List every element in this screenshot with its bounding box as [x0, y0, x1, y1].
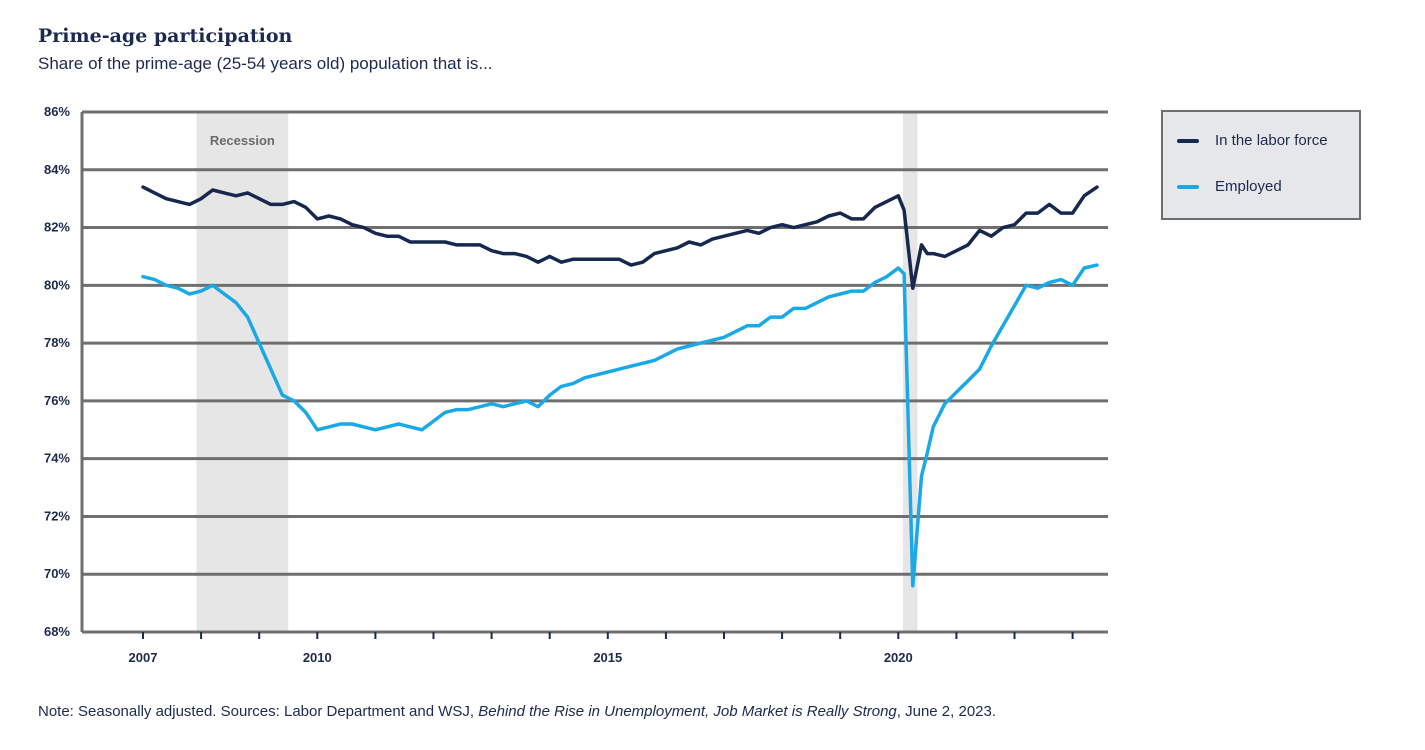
x-tick-label-2010: 2010 — [303, 650, 332, 665]
y-tick-label-84: 84% — [44, 162, 70, 177]
y-tick-label-86: 86% — [44, 104, 70, 119]
series-line-labor-force — [141, 185, 1099, 290]
legend-swatch-labor-force — [1177, 138, 1199, 143]
y-tick-label-80: 80% — [44, 277, 70, 292]
series-lines — [141, 185, 1099, 588]
legend-label-labor-force: In the labor force — [1215, 132, 1328, 149]
y-tick-label-68: 68% — [44, 624, 70, 639]
y-tick-label-82: 82% — [44, 220, 70, 235]
shade-labels: Recession — [210, 133, 275, 148]
x-axis-ticks: 2007 2010 2015 2020 — [129, 632, 1074, 665]
x-tick-label-2020: 2020 — [884, 650, 913, 665]
legend-swatch-employed — [1177, 184, 1199, 189]
note-prefix: Note: Seasonally adjusted. Sources: Labo… — [38, 703, 479, 720]
shade-label-recession: Recession — [210, 133, 275, 148]
note-italic: Behind the Rise in Unemployment, Job Mar… — [478, 703, 897, 720]
source-note: Note: Seasonally adjusted. Sources: Labo… — [38, 703, 996, 720]
y-tick-label-70: 70% — [44, 566, 70, 581]
x-tick-label-2007: 2007 — [129, 650, 158, 665]
note-suffix: , June 2, 2023. — [896, 703, 997, 720]
legend-item-employed: Employed — [1177, 178, 1282, 195]
legend: In the labor force Employed — [1161, 110, 1361, 220]
y-tick-label-76: 76% — [44, 393, 70, 408]
y-axis-tick-labels: 68% 70% 72% 74% 76% 78% 80% 82% 84% 86% — [44, 104, 70, 639]
y-tick-label-74: 74% — [44, 451, 70, 466]
chart-title: Prime-age participation — [38, 25, 293, 47]
legend-label-employed: Employed — [1215, 178, 1282, 195]
gridlines — [80, 110, 1108, 634]
legend-item-labor-force: In the labor force — [1177, 132, 1328, 149]
y-tick-label-78: 78% — [44, 335, 70, 350]
x-tick-label-2015: 2015 — [593, 650, 622, 665]
chart-subtitle: Share of the prime-age (25-54 years old)… — [38, 54, 493, 73]
shaded-periods — [196, 112, 918, 632]
y-tick-label-72: 72% — [44, 508, 70, 523]
series-line-employed — [141, 263, 1099, 588]
